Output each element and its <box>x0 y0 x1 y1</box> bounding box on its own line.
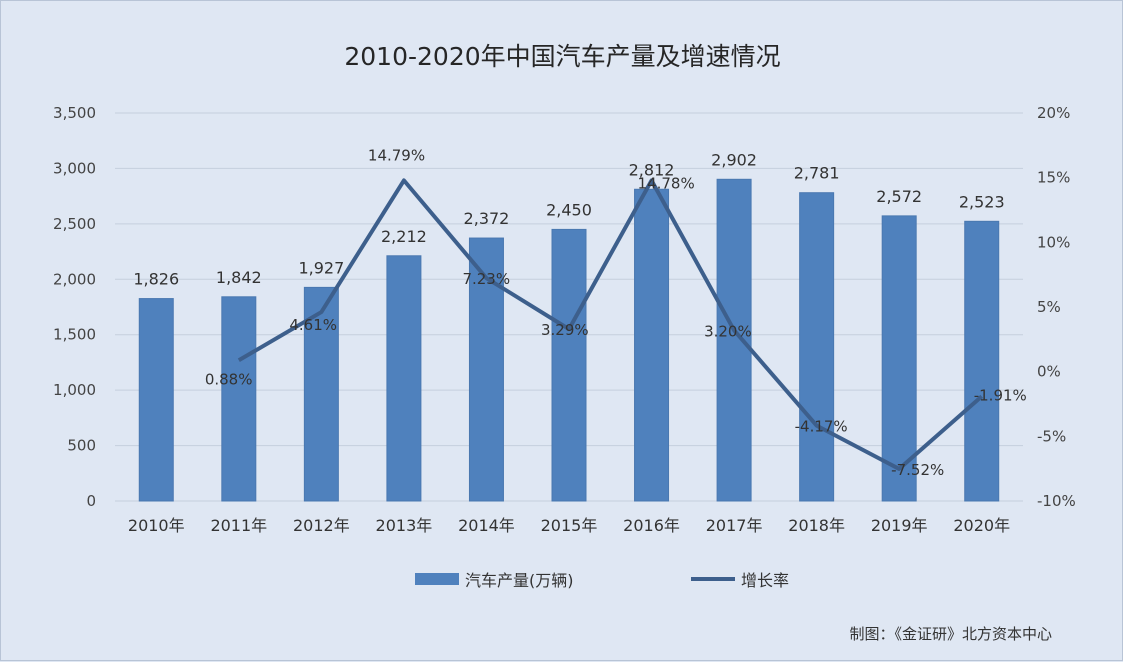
x-tick-label: 2020年 <box>953 516 1010 535</box>
line-data-label: -1.91% <box>974 386 1027 404</box>
x-tick-label: 2018年 <box>788 516 845 535</box>
y-right-tick-label: 10% <box>1037 233 1070 251</box>
legend-label-growth: 增长率 <box>741 571 790 590</box>
x-tick-label: 2019年 <box>871 516 928 535</box>
bar <box>551 228 587 502</box>
line-data-label: 7.23% <box>462 270 510 288</box>
bar-data-label: 2,372 <box>464 209 510 228</box>
y-left-tick-label: 1,500 <box>53 326 96 344</box>
bar-data-label: 2,572 <box>876 187 922 206</box>
bar-data-label: 1,927 <box>298 258 344 277</box>
line-data-label: -7.52% <box>891 461 944 479</box>
x-tick-label: 2010年 <box>128 516 185 535</box>
bar <box>799 192 835 502</box>
line-data-label: -4.17% <box>795 418 848 436</box>
bar <box>303 286 339 502</box>
bar <box>634 188 670 502</box>
line-data-label: 4.61% <box>289 316 337 334</box>
bar-data-label: 1,826 <box>133 270 179 289</box>
y-right-tick-label: -5% <box>1037 427 1066 445</box>
legend-item-production: 汽车产量(万辆) <box>415 567 574 591</box>
bar <box>468 237 504 502</box>
bar-data-label: 2,812 <box>629 160 675 179</box>
chart-title: 2010-2020年中国汽车产量及增速情况 <box>344 42 781 71</box>
line-data-label: 3.29% <box>541 321 589 339</box>
legend-bar-swatch <box>415 573 459 585</box>
line-data-label: 14.78% <box>638 175 695 193</box>
bar-data-label: 2,450 <box>546 200 592 219</box>
bar <box>881 215 917 502</box>
legend-item-growth: 增长率 <box>691 567 789 591</box>
bar <box>386 255 422 502</box>
growth-line <box>237 178 984 471</box>
y-right-tick-label: 15% <box>1037 169 1070 187</box>
bar-data-label: 2,902 <box>711 150 757 169</box>
bar-data-label: 2,523 <box>959 192 1005 211</box>
x-tick-label: 2012年 <box>293 516 350 535</box>
y-right-tick-label: 5% <box>1037 298 1061 316</box>
line-data-label: 3.20% <box>704 322 752 340</box>
line-data-label: 14.79% <box>368 146 425 164</box>
x-tick-label: 2013年 <box>376 516 433 535</box>
bar-data-label: 2,212 <box>381 227 427 246</box>
y-left-tick-label: 0 <box>86 492 96 510</box>
x-tick-label: 2014年 <box>458 516 515 535</box>
source-note: 制图：《金证研》北方资本中心 <box>849 625 1052 643</box>
y-left-tick-label: 1,000 <box>53 381 96 399</box>
y-left-tick-label: 500 <box>67 437 96 455</box>
y-left-tick-label: 2,500 <box>53 215 96 233</box>
x-tick-label: 2015年 <box>541 516 598 535</box>
x-tick-label: 2016年 <box>623 516 680 535</box>
y-left-tick-label: 3,500 <box>53 104 96 122</box>
bar-data-label: 1,842 <box>216 268 262 287</box>
legend-line-swatch <box>691 577 735 581</box>
y-left-tick-label: 2,000 <box>53 270 96 288</box>
x-tick-label: 2011年 <box>210 516 267 535</box>
y-right-tick-label: 20% <box>1037 104 1070 122</box>
bar <box>221 296 257 502</box>
y-right-tick-label: 0% <box>1037 363 1061 381</box>
y-right-tick-label: -10% <box>1037 492 1076 510</box>
bar <box>964 220 1000 502</box>
legend-label-production: 汽车产量(万辆) <box>465 571 574 590</box>
bar-data-label: 2,781 <box>794 164 840 183</box>
x-tick-label: 2017年 <box>706 516 763 535</box>
line-data-label: 0.88% <box>205 370 253 388</box>
bar <box>716 178 752 502</box>
bar <box>138 298 174 502</box>
y-left-tick-label: 3,000 <box>53 159 96 177</box>
